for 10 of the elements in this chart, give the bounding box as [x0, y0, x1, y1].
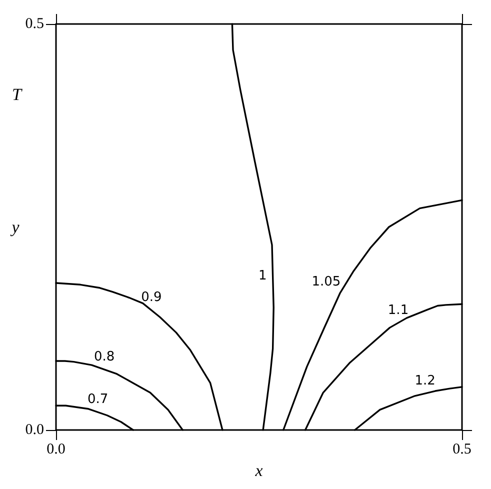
series-label: 1.2 — [414, 373, 436, 388]
y-axis-title: y — [10, 218, 20, 236]
series-label: 0.8 — [94, 350, 115, 364]
series-label: 0.7 — [87, 392, 108, 408]
series-label: 0.9 — [141, 290, 162, 306]
x-axis-title: x — [254, 460, 264, 480]
series-label: 1.1 — [388, 302, 409, 318]
text: T — [12, 85, 23, 104]
series-label: 1.05 — [312, 274, 341, 290]
series-label: 1 — [258, 268, 267, 284]
